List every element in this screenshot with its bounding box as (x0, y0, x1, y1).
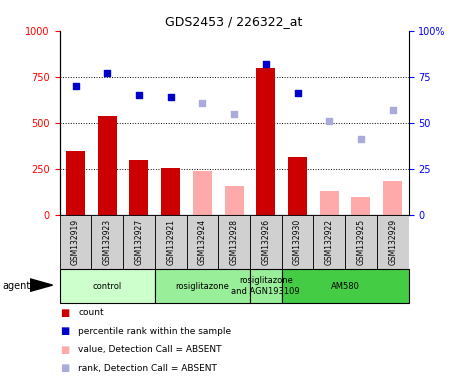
Text: GSM132925: GSM132925 (357, 219, 365, 265)
Text: GSM132919: GSM132919 (71, 219, 80, 265)
Text: ■: ■ (60, 326, 69, 336)
Bar (66, 151, 85, 215)
FancyBboxPatch shape (60, 215, 91, 269)
Text: ■: ■ (60, 308, 69, 318)
FancyBboxPatch shape (218, 215, 250, 269)
Bar (256, 68, 275, 215)
Bar (161, 168, 180, 215)
Point (357, 136, 364, 142)
Text: ■: ■ (60, 363, 69, 373)
Text: ■: ■ (60, 345, 69, 355)
Point (325, 118, 333, 124)
FancyBboxPatch shape (313, 215, 345, 269)
Text: agent: agent (2, 281, 31, 291)
FancyBboxPatch shape (250, 270, 282, 303)
Bar (383, 181, 402, 215)
Bar (193, 171, 212, 215)
Point (167, 94, 174, 100)
Bar (129, 160, 148, 215)
Polygon shape (30, 279, 52, 291)
Text: GSM132928: GSM132928 (230, 219, 239, 265)
Point (230, 111, 238, 117)
Text: GSM132922: GSM132922 (325, 219, 334, 265)
Text: GSM132927: GSM132927 (134, 219, 144, 265)
Title: GDS2453 / 226322_at: GDS2453 / 226322_at (165, 15, 303, 28)
FancyBboxPatch shape (186, 215, 218, 269)
Bar (352, 197, 370, 215)
Text: rosiglitazone: rosiglitazone (175, 281, 230, 291)
Bar (320, 191, 339, 215)
FancyBboxPatch shape (345, 215, 377, 269)
Text: percentile rank within the sample: percentile rank within the sample (78, 327, 231, 336)
Text: GSM132921: GSM132921 (166, 219, 175, 265)
Text: count: count (78, 308, 104, 318)
FancyBboxPatch shape (60, 270, 155, 303)
Point (262, 61, 269, 67)
Text: GSM132923: GSM132923 (103, 219, 112, 265)
Text: GSM132924: GSM132924 (198, 219, 207, 265)
Text: value, Detection Call = ABSENT: value, Detection Call = ABSENT (78, 345, 222, 354)
Point (104, 70, 111, 76)
Text: GSM132926: GSM132926 (261, 219, 270, 265)
Text: rosiglitazone
and AGN193109: rosiglitazone and AGN193109 (231, 276, 300, 296)
Bar (98, 116, 117, 215)
Point (135, 92, 143, 98)
FancyBboxPatch shape (155, 215, 186, 269)
Text: rank, Detection Call = ABSENT: rank, Detection Call = ABSENT (78, 364, 217, 373)
Text: AM580: AM580 (330, 281, 359, 291)
FancyBboxPatch shape (123, 215, 155, 269)
FancyBboxPatch shape (377, 215, 409, 269)
FancyBboxPatch shape (155, 270, 250, 303)
Text: GSM132929: GSM132929 (388, 219, 397, 265)
Point (389, 107, 396, 113)
Point (199, 99, 206, 106)
FancyBboxPatch shape (91, 215, 123, 269)
Text: GSM132930: GSM132930 (293, 219, 302, 265)
FancyBboxPatch shape (282, 270, 409, 303)
Bar (224, 185, 244, 215)
Bar (288, 157, 307, 215)
FancyBboxPatch shape (250, 215, 282, 269)
Point (72, 83, 79, 89)
Text: control: control (93, 281, 122, 291)
FancyBboxPatch shape (282, 215, 313, 269)
Point (294, 90, 301, 96)
